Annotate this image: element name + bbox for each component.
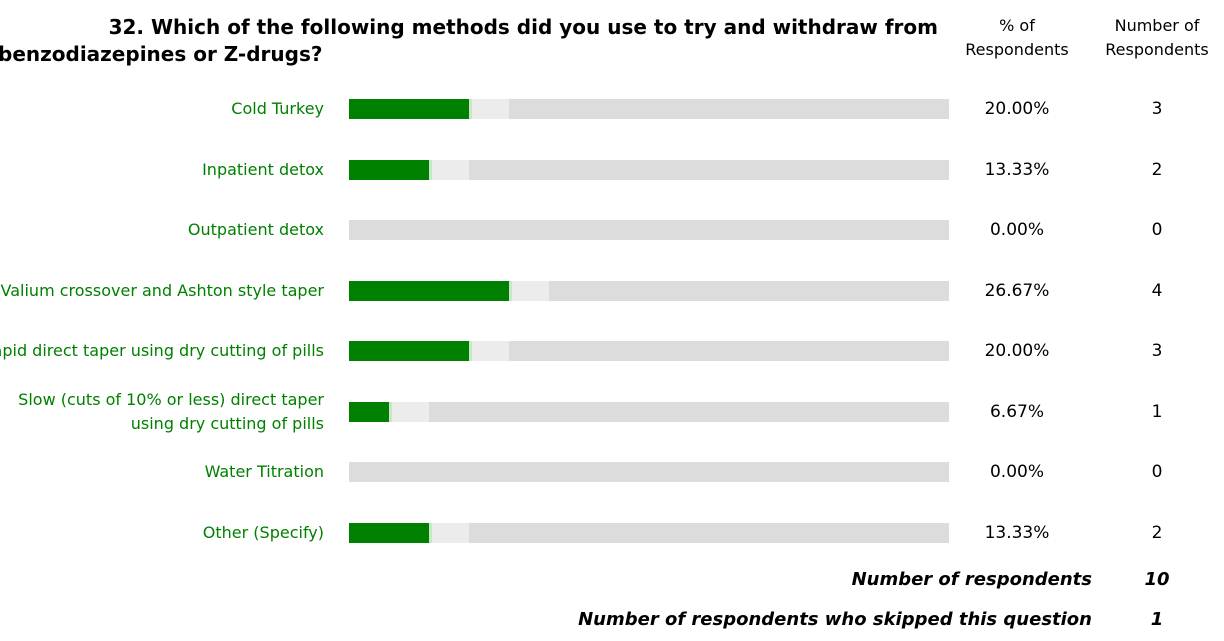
percent-value: 6.67%: [989, 401, 1044, 422]
respondents-label: Number of respondents: [851, 569, 1092, 590]
skipped-label: Number of respondents who skipped this q…: [578, 609, 1092, 630]
skipped-value: 1: [1150, 609, 1164, 630]
chart-row: Inpatient detox 13.33% 2: [0, 140, 1224, 200]
percent-header-line1: % of: [999, 16, 1035, 35]
bar-track: [349, 99, 949, 119]
bar: [349, 159, 432, 180]
chart-row: Valium crossover and Ashton style taper 2…: [0, 261, 1224, 321]
count-value: 4: [1151, 280, 1163, 301]
question-title-line2: benzodiazepines or Z-drugs?: [0, 42, 323, 66]
count-header-line2: Respondents: [1105, 40, 1209, 59]
chart-row: Cold Turkey 20.00% 3: [0, 79, 1224, 139]
percent-value: 13.33%: [984, 159, 1050, 180]
bar-remaining: [469, 159, 949, 180]
chart-row: Water Titration 0.00% 0: [0, 442, 1224, 502]
percent-header-line2: Respondents: [965, 40, 1069, 59]
percent-value: 0.00%: [989, 220, 1044, 240]
chart-row: Rapid direct taper using dry cutting of …: [0, 321, 1224, 381]
count-value: 1: [1151, 401, 1163, 422]
percent-value: 20.00%: [984, 341, 1050, 361]
category-label: Slow (cuts of 10% or less) direct taper …: [18, 389, 324, 433]
percent-value: 20.00%: [984, 99, 1050, 119]
category-label: Other (Specify): [202, 522, 324, 542]
bar-track: [349, 220, 949, 240]
bar: [349, 341, 472, 361]
bar-remaining: [509, 99, 949, 119]
count-header-line1: Number of: [1114, 16, 1200, 35]
percent-value: 26.67%: [984, 280, 1050, 301]
count-value: 0: [1151, 220, 1163, 240]
question-title: 32. Which of the following methods did y…: [0, 14, 938, 68]
bar-track: [349, 280, 949, 301]
category-label: Water Titration: [204, 462, 324, 481]
bar-track: [349, 341, 949, 361]
count-value: 3: [1151, 341, 1163, 361]
category-label: Valium crossover and Ashton style taper: [0, 280, 324, 300]
skipped-summary: Number of respondents who skipped this q…: [0, 606, 1224, 636]
bar-remaining: [549, 280, 949, 301]
bar: [349, 280, 512, 301]
count-value: 2: [1151, 522, 1163, 543]
percent-column-header: % of Respondents: [947, 14, 1087, 62]
bar: [349, 401, 392, 422]
category-label: Inpatient detox: [202, 159, 324, 179]
count-value: 2: [1151, 159, 1163, 180]
count-value: 3: [1151, 99, 1163, 119]
respondents-summary: Number of respondents 10: [0, 566, 1224, 596]
count-value: 0: [1151, 462, 1163, 482]
bar: [349, 522, 432, 543]
category-label: Outpatient detox: [187, 220, 324, 239]
percent-value: 13.33%: [984, 522, 1050, 543]
bar: [349, 99, 472, 119]
chart-row: Outpatient detox 0.00% 0: [0, 200, 1224, 260]
bar-remaining: [429, 401, 949, 422]
respondents-value: 10: [1144, 569, 1170, 590]
bar-track: [349, 462, 949, 482]
category-label: Rapid direct taper using dry cutting of …: [0, 341, 324, 360]
category-label: Cold Turkey: [231, 99, 324, 118]
percent-value: 0.00%: [989, 462, 1044, 482]
count-column-header: Number of Respondents: [1090, 14, 1224, 62]
bar-track: [349, 401, 949, 422]
bar-remaining: [469, 522, 949, 543]
bar-track: [349, 522, 949, 543]
question-title-line1: 32. Which of the following methods did y…: [108, 15, 938, 39]
chart-row: Slow (cuts of 10% or less) direct taper …: [0, 382, 1224, 442]
chart-row: Other (Specify) 13.33% 2: [0, 503, 1224, 563]
bar-track: [349, 159, 949, 180]
bar-remaining: [509, 341, 949, 361]
